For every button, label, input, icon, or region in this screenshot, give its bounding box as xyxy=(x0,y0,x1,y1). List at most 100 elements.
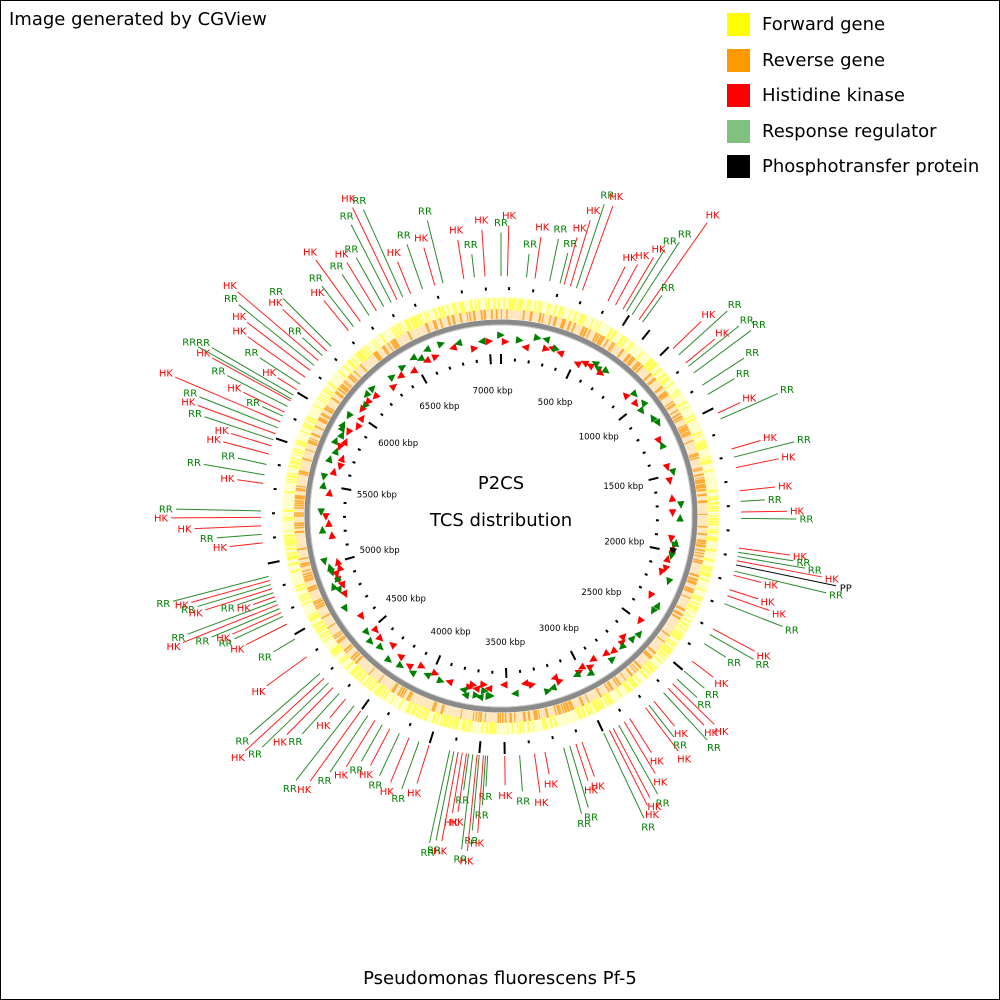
feature-label-rr: RR xyxy=(768,495,782,506)
feature-label-rr: RR xyxy=(797,435,811,446)
reverse-gene xyxy=(527,710,531,722)
reverse-gene xyxy=(294,494,306,498)
forward-gene xyxy=(577,706,584,719)
tick-mark xyxy=(532,667,536,671)
forward-gene xyxy=(405,318,414,331)
tcs-hk-mark xyxy=(668,509,677,517)
callout-line xyxy=(379,733,400,776)
reverse-gene xyxy=(559,318,565,329)
forward-gene xyxy=(657,648,668,658)
forward-gene xyxy=(468,719,473,732)
forward-gene xyxy=(407,702,414,714)
reverse-gene xyxy=(483,309,487,320)
feature-label-rr: RR xyxy=(478,792,492,803)
callout-line xyxy=(676,678,698,698)
forward-gene xyxy=(706,497,719,502)
reverse-gene xyxy=(309,437,319,443)
callout-line xyxy=(569,745,589,808)
reverse-gene xyxy=(433,702,438,712)
forward-gene xyxy=(337,369,349,380)
reverse-gene xyxy=(438,318,444,329)
tick-label: 2500 kbp xyxy=(581,588,621,598)
outer-tick xyxy=(267,560,280,565)
tick-mark xyxy=(545,663,549,668)
tick-mark xyxy=(642,451,646,455)
forward-gene xyxy=(357,350,368,361)
forward-gene xyxy=(511,298,514,311)
callout-line xyxy=(266,656,307,687)
feature-label-rr: RR xyxy=(563,239,577,250)
forward-gene xyxy=(413,315,421,328)
outer-tick xyxy=(723,553,727,556)
reverse-gene xyxy=(350,650,359,660)
forward-gene xyxy=(552,715,557,728)
tcs-hk-mark xyxy=(346,427,354,436)
forward-gene xyxy=(655,651,666,661)
feature-label-rr: RR xyxy=(258,652,272,663)
reverse-gene xyxy=(390,682,398,693)
forward-gene xyxy=(556,306,563,319)
forward-gene xyxy=(531,719,535,732)
callout-line xyxy=(471,254,475,278)
forward-gene xyxy=(656,372,667,383)
forward-gene xyxy=(605,692,614,704)
reverse-gene xyxy=(626,356,635,366)
forward-gene xyxy=(642,357,653,369)
forward-gene xyxy=(466,719,470,732)
forward-gene xyxy=(288,561,301,567)
forward-gene xyxy=(348,359,358,370)
forward-gene xyxy=(518,298,522,311)
tick-mark xyxy=(527,360,530,364)
reverse-gene xyxy=(562,702,568,713)
feature-label-rr: RR xyxy=(246,398,260,409)
tcs-rr-mark xyxy=(475,693,484,702)
forward-gene xyxy=(285,480,298,484)
feature-label-hk: HK xyxy=(181,397,196,408)
reverse-gene xyxy=(692,560,703,565)
callout-line xyxy=(691,660,714,678)
tcs-hk-mark xyxy=(422,355,432,363)
callout-line xyxy=(350,224,392,303)
tcs-rr-mark xyxy=(618,641,628,650)
feature-label-rr: RR xyxy=(728,300,742,311)
tcs-hk-mark xyxy=(501,337,510,346)
reverse-gene xyxy=(696,493,707,497)
callout-line xyxy=(642,295,663,323)
feature-label-rr: RR xyxy=(494,218,508,229)
tick-label: 5000 kbp xyxy=(360,546,400,556)
tcs-rr-mark xyxy=(318,525,327,534)
forward-gene xyxy=(313,621,325,629)
reverse-gene xyxy=(431,701,437,712)
forward-gene xyxy=(338,653,349,663)
outer-tick xyxy=(370,326,375,330)
legend-item-histidine-kinase: Histidine kinase xyxy=(727,78,979,114)
forward-gene xyxy=(616,335,625,347)
callout-line xyxy=(363,209,404,298)
reverse-gene xyxy=(660,394,669,401)
outer-tick xyxy=(290,606,295,610)
forward-gene xyxy=(608,330,618,342)
tcs-hk-mark xyxy=(337,454,345,464)
reverse-gene xyxy=(332,630,342,638)
forward-gene xyxy=(705,537,718,542)
forward-gene xyxy=(647,362,658,374)
reverse-gene xyxy=(310,432,321,439)
feature-label-hk: HK xyxy=(297,785,312,796)
forward-gene xyxy=(286,551,299,556)
callout-line xyxy=(724,603,783,627)
tcs-rr-mark xyxy=(409,353,418,361)
forward-gene xyxy=(331,645,343,655)
forward-gene xyxy=(417,706,424,718)
feature-label-rr: RR xyxy=(584,813,598,824)
forward-gene xyxy=(371,340,380,351)
tcs-hk-mark xyxy=(372,391,381,400)
reverse-gene xyxy=(679,428,690,435)
callout-line xyxy=(435,751,455,841)
forward-gene xyxy=(405,700,413,713)
feature-label-hk: HK xyxy=(761,597,776,608)
forward-gene xyxy=(312,619,324,628)
reverse-gene xyxy=(693,558,704,563)
reverse-gene xyxy=(697,525,708,528)
feature-label-rr: RR xyxy=(330,261,344,272)
outer-tick xyxy=(330,666,334,671)
